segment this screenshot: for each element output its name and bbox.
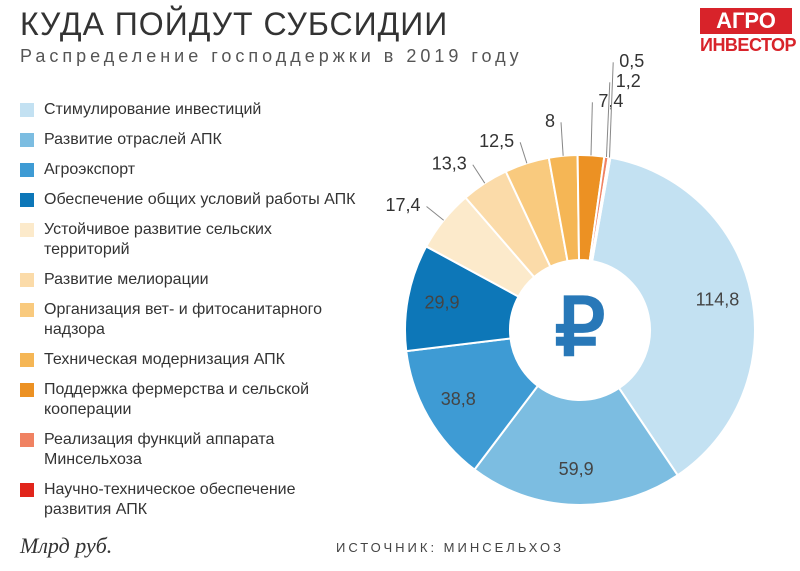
logo-top-text: АГРО bbox=[700, 8, 792, 34]
slice-value-label: 38,8 bbox=[441, 389, 476, 409]
legend-swatch bbox=[20, 223, 34, 237]
legend-swatch bbox=[20, 193, 34, 207]
slice-value-label: 0,5 bbox=[619, 51, 644, 71]
legend-item: Реализация функций аппарата Минсельхоза bbox=[20, 430, 360, 470]
donut-chart: 114,859,938,829,917,413,312,587,41,20,5₽ bbox=[360, 80, 800, 540]
source-label: ИСТОЧНИК: МИНСЕЛЬХОЗ bbox=[300, 540, 600, 555]
legend-swatch bbox=[20, 433, 34, 447]
legend-swatch bbox=[20, 103, 34, 117]
legend-label: Техническая модернизация АПК bbox=[44, 350, 360, 370]
legend-swatch bbox=[20, 163, 34, 177]
page-title: КУДА ПОЙДУТ СУБСИДИИ bbox=[20, 8, 580, 42]
legend-label: Поддержка фермерства и сельской кооперац… bbox=[44, 380, 360, 420]
legend-item: Развитие отраслей АПК bbox=[20, 130, 360, 150]
slice-value-label: 29,9 bbox=[424, 292, 459, 312]
slice-value-label: 1,2 bbox=[616, 71, 641, 91]
legend-swatch bbox=[20, 303, 34, 317]
legend-label: Агроэкспорт bbox=[44, 160, 360, 180]
legend-label: Научно-техническое обеспечение развития … bbox=[44, 480, 360, 520]
legend-swatch bbox=[20, 133, 34, 147]
legend-label: Реализация функций аппарата Минсельхоза bbox=[44, 430, 360, 470]
legend-item: Техническая модернизация АПК bbox=[20, 350, 360, 370]
legend-swatch bbox=[20, 273, 34, 287]
ruble-icon: ₽ bbox=[555, 283, 606, 372]
legend-item: Обеспечение общих условий работы АПК bbox=[20, 190, 360, 210]
slice-value-label: 12,5 bbox=[479, 131, 514, 151]
legend-item: Устойчивое развитие сельских территорий bbox=[20, 220, 360, 260]
slice-value-label: 59,9 bbox=[559, 459, 594, 479]
header: КУДА ПОЙДУТ СУБСИДИИ Распределение госпо… bbox=[20, 8, 580, 67]
legend-item: Поддержка фермерства и сельской кооперац… bbox=[20, 380, 360, 420]
legend-label: Развитие отраслей АПК bbox=[44, 130, 360, 150]
unit-label: Млрд руб. bbox=[20, 533, 112, 559]
legend-item: Развитие мелиорации bbox=[20, 270, 360, 290]
leader-line bbox=[427, 206, 444, 220]
chart-legend: Стимулирование инвестиций Развитие отрасл… bbox=[20, 100, 360, 530]
leader-line bbox=[561, 122, 563, 156]
legend-item: Научно-техническое обеспечение развития … bbox=[20, 480, 360, 520]
logo-bottom-text: ИНВЕСТОР bbox=[700, 34, 792, 54]
slice-value-label: 114,8 bbox=[696, 290, 740, 310]
legend-swatch bbox=[20, 353, 34, 367]
legend-item: Организация вет- и фитосанитарного надзо… bbox=[20, 300, 360, 340]
slice-value-label: 13,3 bbox=[432, 153, 467, 173]
leader-line bbox=[473, 165, 485, 183]
legend-item: Агроэкспорт bbox=[20, 160, 360, 180]
slice-value-label: 17,4 bbox=[385, 195, 420, 215]
slice-value-label: 7,4 bbox=[598, 91, 623, 111]
legend-label: Развитие мелиорации bbox=[44, 270, 360, 290]
leader-line bbox=[520, 142, 527, 163]
legend-label: Обеспечение общих условий работы АПК bbox=[44, 190, 360, 210]
legend-label: Организация вет- и фитосанитарного надзо… bbox=[44, 300, 360, 340]
slice-value-label: 8 bbox=[545, 111, 555, 131]
legend-item: Стимулирование инвестиций bbox=[20, 100, 360, 120]
publisher-logo: АГРО ИНВЕСТОР bbox=[700, 8, 792, 54]
leader-line bbox=[591, 102, 592, 155]
legend-swatch bbox=[20, 383, 34, 397]
legend-label: Устойчивое развитие сельских территорий bbox=[44, 220, 360, 260]
legend-label: Стимулирование инвестиций bbox=[44, 100, 360, 120]
page-subtitle: Распределение господдержки в 2019 году bbox=[20, 46, 580, 67]
legend-swatch bbox=[20, 483, 34, 497]
